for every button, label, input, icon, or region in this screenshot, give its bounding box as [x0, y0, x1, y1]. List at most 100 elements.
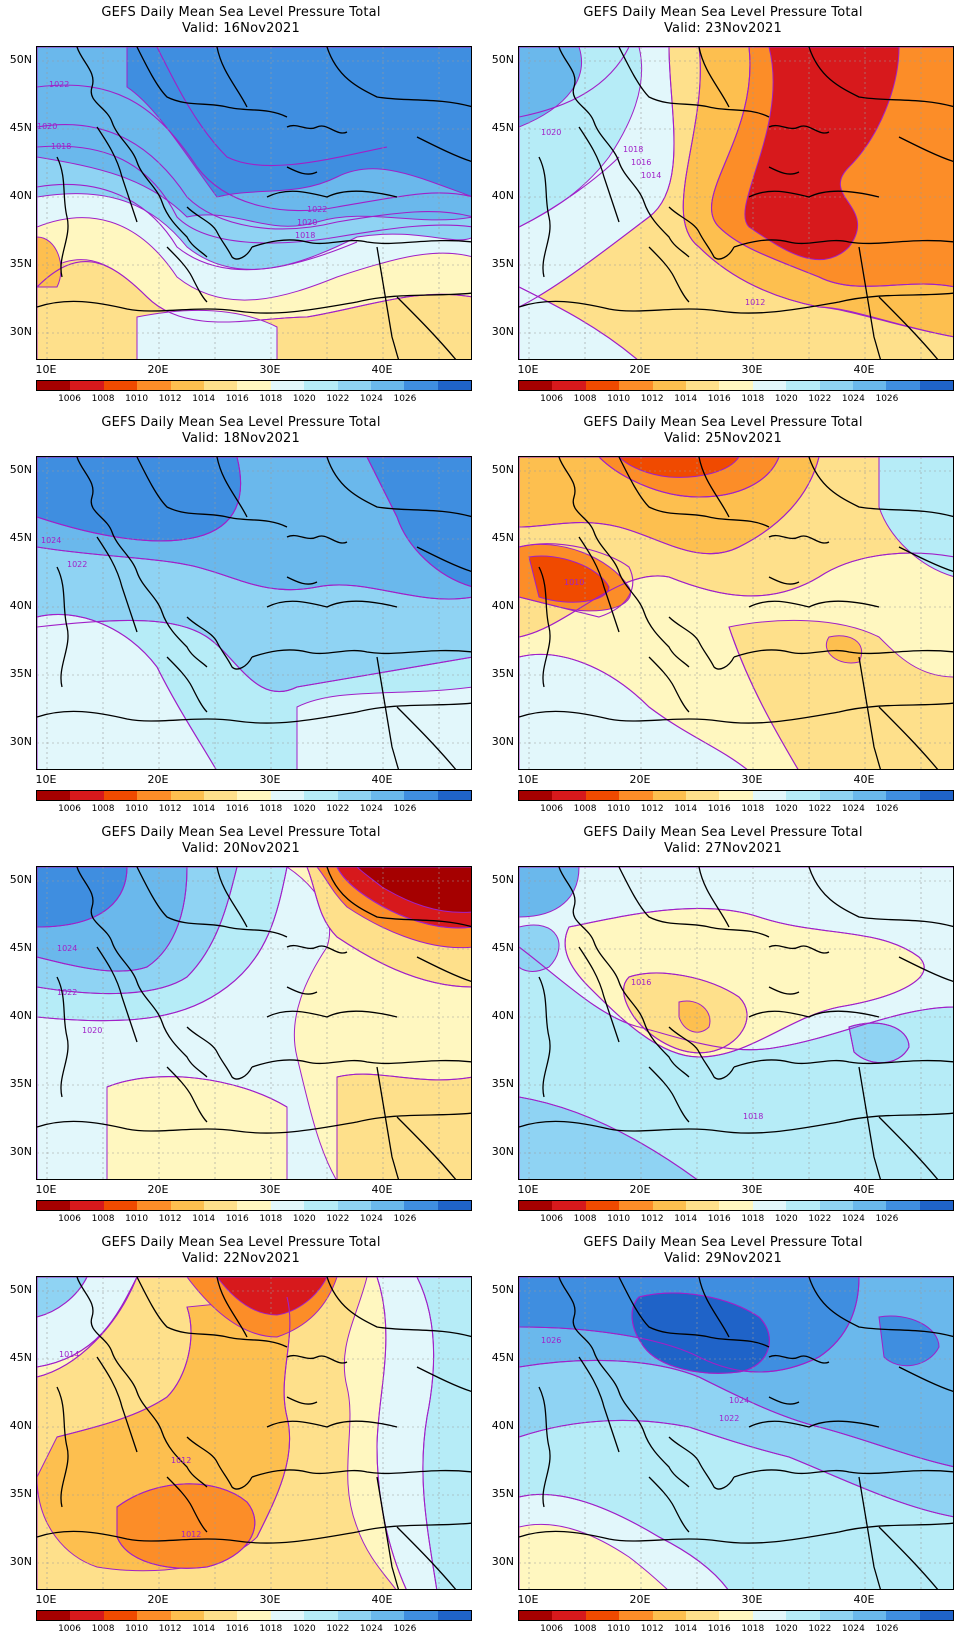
coastline-border	[668, 206, 735, 260]
pressure-map: 1014 1012 1012	[36, 1276, 472, 1590]
coastline-border	[558, 47, 690, 258]
coastline-border	[96, 536, 138, 633]
coastline-border	[768, 1396, 800, 1405]
colorbar-segment	[304, 1201, 338, 1210]
colorbar-segment	[719, 791, 753, 800]
colorbar	[518, 790, 954, 801]
colorbar-label: 1022	[808, 394, 832, 404]
colorbar-label: 1012	[158, 804, 182, 814]
map-panel: GEFS Daily Mean Sea Level Pressure Total…	[0, 0, 482, 410]
colorbar-segment	[852, 381, 887, 390]
isobar-label: 1022	[307, 205, 327, 214]
colorbar-label: 1016	[225, 1214, 249, 1224]
coastline-border	[768, 534, 830, 544]
latitude-label: 50N	[9, 53, 32, 66]
isobar-line	[156, 47, 388, 167]
latitude-label: 40N	[491, 599, 514, 612]
longitude-label: 40E	[853, 773, 875, 786]
latitude-label: 30N	[9, 735, 32, 748]
coastline-border	[166, 1066, 208, 1123]
colorbar-segment	[137, 1201, 171, 1210]
isobar-line	[519, 653, 748, 769]
colorbar-label: 1010	[125, 394, 149, 404]
panel-valid-date: Valid: 22Nov2021	[181, 1251, 301, 1266]
colorbar-segment	[585, 1611, 620, 1620]
latitude-label: 45N	[491, 1351, 514, 1364]
colorbar-segment	[304, 381, 338, 390]
isobar-line	[37, 184, 358, 271]
colorbar-segment	[919, 1201, 954, 1210]
colorbar-label: 1020	[292, 804, 316, 814]
coastline-border	[878, 1526, 939, 1589]
coastline-border	[376, 656, 400, 769]
isobar-label: 1018	[295, 231, 315, 240]
colorbar-segment	[270, 791, 305, 800]
pressure-field: 1014 1012 1012	[37, 1277, 471, 1589]
colorbar-label: 1020	[774, 394, 798, 404]
pressure-band	[356, 867, 471, 913]
isobar-label: 1016	[631, 978, 651, 987]
colorbar-segment	[370, 1201, 405, 1210]
colorbar-segment	[619, 1201, 653, 1210]
colorbar-label: 1026	[875, 804, 899, 814]
coastline-border	[768, 986, 800, 995]
pressure-band	[878, 1315, 940, 1367]
pressure-map: 1010	[518, 456, 954, 770]
colorbar-segment	[819, 1201, 853, 1210]
colorbar-segment	[237, 1611, 271, 1620]
coastline-border	[136, 867, 288, 938]
map-panel: GEFS Daily Mean Sea Level Pressure Total…	[482, 820, 964, 1230]
isobar-line	[366, 457, 471, 587]
colorbar-segment	[237, 381, 271, 390]
latitude-label: 35N	[9, 1487, 32, 1500]
latitude-label: 35N	[491, 257, 514, 270]
colorbar-label: 1024	[841, 1214, 865, 1224]
colorbar-label: 1014	[192, 394, 216, 404]
colorbar	[36, 1200, 472, 1211]
longitude-label: 20E	[147, 773, 169, 786]
coastline-border	[251, 1059, 471, 1068]
latitude-label: 35N	[491, 1077, 514, 1090]
pressure-band	[336, 1073, 471, 1179]
colorbar-label: 1006	[540, 394, 563, 404]
isobar-line	[37, 546, 471, 600]
coastline-border	[898, 546, 953, 573]
isobar-line	[37, 867, 288, 1022]
colorbar-segment	[70, 791, 104, 800]
colorbar-label: 1026	[875, 394, 899, 404]
colorbar-label: 1006	[58, 394, 81, 404]
colorbar-label: 1024	[841, 394, 865, 404]
colorbar-segment	[852, 1611, 887, 1620]
coastline-border	[578, 536, 620, 633]
colorbar-label: 1020	[292, 1624, 316, 1634]
isobar-line	[37, 1277, 138, 1378]
coastline-border	[578, 946, 620, 1043]
latitude-label: 35N	[9, 667, 32, 680]
longitude-label: 30E	[259, 1183, 281, 1196]
colorbar-segment	[203, 1611, 238, 1620]
colorbar-segment	[919, 791, 954, 800]
longitude-label: 20E	[147, 1593, 169, 1606]
coastline-border	[286, 1396, 318, 1405]
colorbar-segment	[70, 1201, 104, 1210]
colorbar-label: 1026	[393, 394, 417, 404]
latitude-label: 40N	[491, 1419, 514, 1432]
colorbar-label: 1026	[875, 1624, 899, 1634]
colorbar-label: 1012	[640, 394, 664, 404]
colorbar-segment	[437, 1611, 472, 1620]
coastline-border	[808, 867, 953, 928]
isobar-label: 1012	[171, 1456, 191, 1465]
coastline-border	[648, 1066, 690, 1123]
latitude-label: 40N	[9, 599, 32, 612]
longitude-label: 20E	[629, 1183, 651, 1196]
colorbar-segment	[519, 1611, 553, 1620]
colorbar-label: 1024	[359, 804, 383, 814]
longitude-label: 40E	[853, 363, 875, 376]
latitude-label: 35N	[491, 667, 514, 680]
coastline-border	[668, 616, 735, 670]
coastline-border	[251, 649, 471, 658]
coastline-border	[858, 1066, 882, 1179]
colorbar-segment	[103, 1201, 138, 1210]
isobar-line	[306, 867, 471, 988]
isobar-label: 1020	[541, 128, 561, 137]
